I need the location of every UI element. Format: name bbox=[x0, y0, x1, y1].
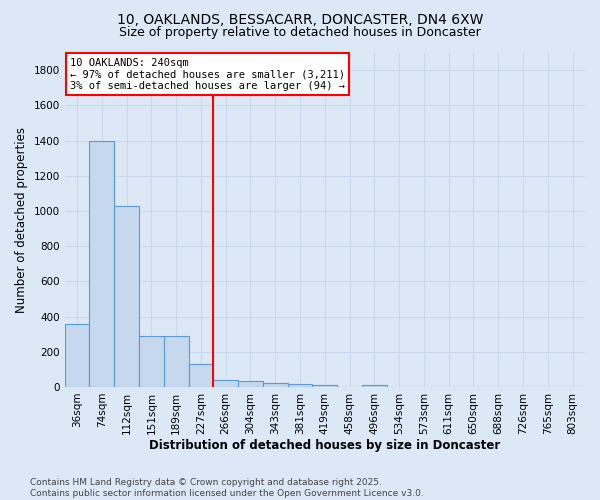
Text: 10, OAKLANDS, BESSACARR, DONCASTER, DN4 6XW: 10, OAKLANDS, BESSACARR, DONCASTER, DN4 … bbox=[117, 12, 483, 26]
Bar bbox=[214, 380, 238, 387]
X-axis label: Distribution of detached houses by size in Doncaster: Distribution of detached houses by size … bbox=[149, 440, 500, 452]
Bar bbox=[287, 384, 313, 387]
Bar bbox=[139, 336, 164, 387]
Y-axis label: Number of detached properties: Number of detached properties bbox=[15, 126, 28, 312]
Bar bbox=[188, 364, 214, 387]
Bar bbox=[164, 336, 188, 387]
Bar bbox=[238, 381, 263, 387]
Bar bbox=[89, 140, 114, 387]
Bar bbox=[114, 206, 139, 387]
Bar bbox=[65, 324, 89, 387]
Bar bbox=[362, 385, 387, 387]
Text: Size of property relative to detached houses in Doncaster: Size of property relative to detached ho… bbox=[119, 26, 481, 39]
Text: Contains HM Land Registry data © Crown copyright and database right 2025.
Contai: Contains HM Land Registry data © Crown c… bbox=[30, 478, 424, 498]
Text: 10 OAKLANDS: 240sqm
← 97% of detached houses are smaller (3,211)
3% of semi-deta: 10 OAKLANDS: 240sqm ← 97% of detached ho… bbox=[70, 58, 345, 90]
Bar bbox=[313, 385, 337, 387]
Bar bbox=[263, 382, 287, 387]
